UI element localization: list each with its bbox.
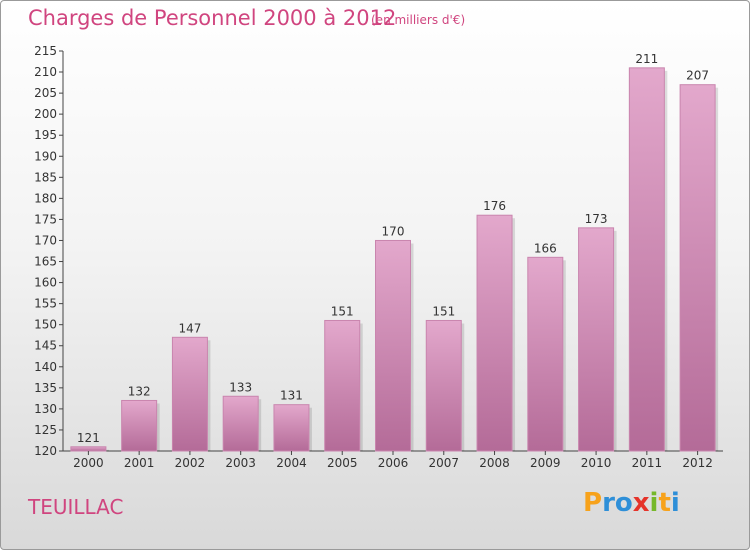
bar-2000: [70, 446, 107, 452]
x-tick-label: 2004: [276, 456, 307, 470]
bar-value-label: 151: [432, 304, 455, 318]
x-tick-label: 2009: [530, 456, 561, 470]
bar-value-label: 151: [331, 304, 354, 318]
brand-letter: i: [649, 488, 659, 518]
chart-subtitle: (en milliers d'€): [371, 13, 466, 27]
bar-2011: [628, 67, 665, 452]
bar-2006: [375, 239, 411, 452]
x-tick-label: 2003: [225, 456, 256, 470]
x-tick-label: 2002: [175, 456, 206, 470]
bar-value-label: 207: [686, 69, 709, 83]
bar-2001: [121, 399, 158, 452]
brand-letter: x: [632, 488, 650, 518]
y-tick-label: 215: [34, 44, 57, 58]
x-tick-label: 2008: [479, 456, 510, 470]
x-tick-label: 2001: [124, 456, 155, 470]
brand-letter: o: [614, 488, 633, 518]
bar-2008: [476, 214, 513, 452]
bar-2005: [324, 319, 361, 452]
y-tick-label: 155: [34, 297, 57, 311]
y-tick-label: 150: [34, 318, 57, 332]
brand-letter: r: [602, 488, 615, 518]
y-tick-label: 200: [34, 107, 57, 121]
bar-value-label: 121: [77, 431, 100, 445]
bar-value-label: 166: [534, 241, 557, 255]
brand-logo: Proxiti: [583, 488, 680, 518]
y-tick-label: 195: [34, 128, 57, 142]
bar-2007: [425, 319, 462, 452]
x-tick-label: 2005: [327, 456, 358, 470]
x-tick-label: 2010: [581, 456, 612, 470]
x-tick-label: 2007: [428, 456, 459, 470]
y-tick-label: 125: [34, 423, 57, 437]
y-tick-label: 210: [34, 65, 57, 79]
y-tick-label: 135: [34, 381, 57, 395]
commune-name: TEUILLAC: [28, 495, 124, 519]
bar-value-label: 211: [635, 52, 658, 66]
bar-value-label: 133: [229, 380, 252, 394]
y-tick-label: 170: [34, 233, 57, 247]
x-tick-label: 2006: [378, 456, 409, 470]
y-tick-label: 185: [34, 170, 57, 184]
bar-value-label: 170: [382, 224, 405, 238]
bar-2002: [171, 336, 208, 452]
y-tick-label: 145: [34, 339, 57, 353]
y-tick-label: 140: [34, 360, 57, 374]
chart-title: Charges de Personnel 2000 à 2012: [28, 6, 397, 30]
bar-value-label: 147: [178, 321, 201, 335]
bar-value-label: 131: [280, 389, 303, 403]
bar-2010: [578, 227, 615, 452]
y-tick-label: 165: [34, 255, 57, 269]
x-tick-label: 2000: [73, 456, 104, 470]
brand-letter: P: [583, 488, 603, 518]
brand-letter: t: [658, 488, 671, 518]
x-tick-label: 2012: [682, 456, 713, 470]
bar-2012: [679, 84, 716, 452]
y-tick-label: 190: [34, 149, 57, 163]
y-tick-label: 175: [34, 212, 57, 226]
y-tick-label: 120: [34, 444, 57, 458]
bar-value-label: 173: [585, 212, 608, 226]
bar-2004: [273, 404, 310, 452]
brand-letter: i: [670, 488, 680, 518]
bar-value-label: 132: [128, 384, 151, 398]
y-tick-label: 180: [34, 191, 57, 205]
bar-2009: [527, 256, 564, 452]
bar-2003: [222, 395, 259, 452]
x-tick-label: 2011: [632, 456, 663, 470]
y-tick-label: 130: [34, 402, 57, 416]
y-tick-label: 160: [34, 276, 57, 290]
bar-value-label: 176: [483, 199, 506, 213]
y-tick-label: 205: [34, 86, 57, 100]
